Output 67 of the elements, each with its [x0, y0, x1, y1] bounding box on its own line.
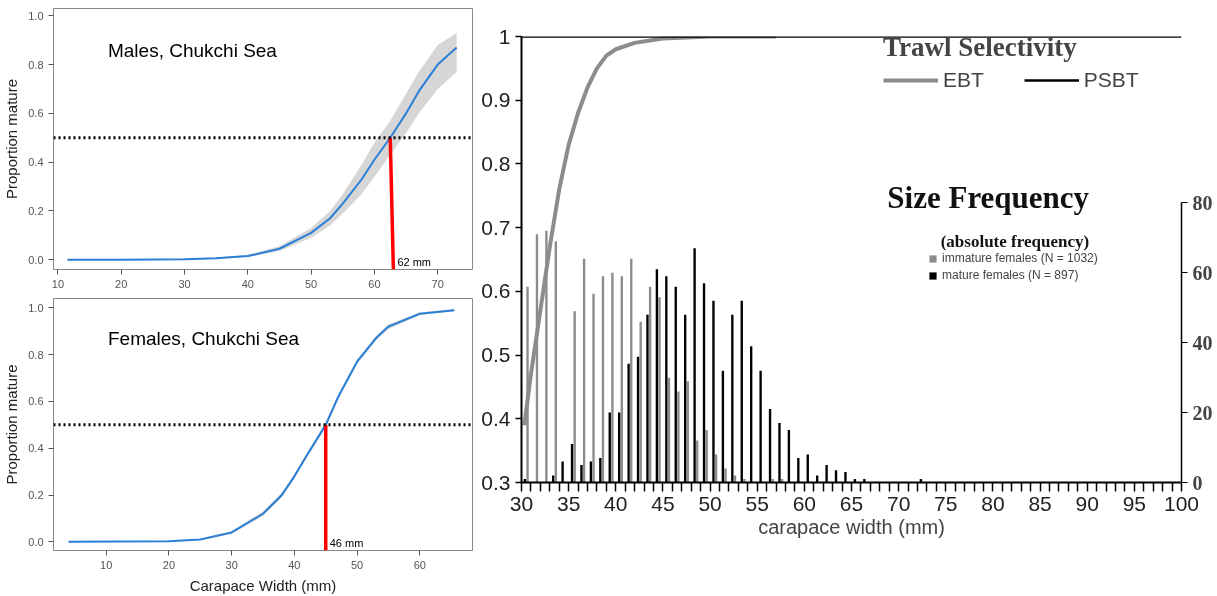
x-tick-label: 10 — [100, 558, 113, 571]
annotation: 46 mm — [329, 536, 364, 549]
x-tick-label: 40 — [288, 558, 301, 571]
y-tick-label: 0.2 — [28, 204, 44, 217]
y-axis-title: Proportion mature — [3, 364, 21, 485]
y2-tick-label: 0 — [1192, 471, 1203, 494]
legend-label: PSBT — [1083, 68, 1139, 92]
legend-label: EBT — [943, 68, 984, 92]
y-tick-label: 0.4 — [481, 406, 511, 430]
y-tick-label: 0.6 — [28, 107, 44, 120]
y-tick-label: 0.8 — [28, 348, 44, 361]
x-tick-label: 10 — [51, 277, 65, 290]
y2-tick-label: 40 — [1192, 331, 1213, 354]
y-axis-title: Proportion mature — [3, 78, 21, 200]
y-tick-label: 0.9 — [481, 88, 511, 112]
x-tick-label: 60 — [368, 277, 381, 290]
annotation: Size Frequency — [887, 179, 1090, 215]
x-axis-title: carapace width (mm) — [758, 515, 945, 538]
y-tick-label: 0.6 — [28, 395, 44, 408]
x-tick-label: 80 — [981, 491, 1005, 515]
x-tick-label: 90 — [1075, 491, 1099, 515]
x-tick-label: 95 — [1122, 491, 1147, 515]
y-tick-label: 0.2 — [28, 489, 44, 502]
x-tick-label: 20 — [115, 277, 128, 290]
y-tick-label: 1.0 — [28, 9, 44, 22]
y-tick-label: 0.5 — [481, 343, 511, 367]
y-tick-label: 0.6 — [481, 279, 511, 303]
x-tick-label: 55 — [745, 491, 769, 515]
y-tick-label: 1 — [498, 24, 511, 48]
x-tick-label: 65 — [839, 491, 864, 515]
y2-tick-label: 20 — [1192, 401, 1213, 424]
x-tick-label: 40 — [241, 277, 254, 290]
y-tick-label: 1.0 — [28, 301, 44, 314]
x-tick-label: 40 — [604, 491, 628, 515]
x-tick-label: 30 — [509, 491, 534, 515]
x-tick-label: 60 — [792, 491, 817, 515]
x-tick-label: 75 — [934, 491, 958, 515]
y-tick-label: 0.4 — [28, 156, 44, 169]
x-tick-label: 50 — [350, 558, 364, 571]
x-tick-label: 50 — [698, 491, 722, 515]
text: Males, Chukchi Sea — [107, 39, 278, 61]
legend-title: Trawl Selectivity — [883, 35, 1078, 63]
y2-tick-label: 80 — [1192, 191, 1213, 214]
annotation: (absolute frequency) — [940, 232, 1090, 252]
x-tick-label: 85 — [1028, 491, 1052, 515]
x-tick-label: 30 — [178, 277, 191, 290]
y-tick-label: 0.3 — [481, 470, 511, 494]
x-tick-label: 20 — [162, 558, 176, 571]
text: Females, Chukchi Sea — [107, 327, 300, 349]
x-tick-label: 45 — [651, 491, 675, 515]
x-axis-title: Carapace Width (mm) — [189, 576, 337, 594]
y-tick-label: 0.8 — [481, 151, 511, 175]
x-tick-label: 70 — [431, 277, 444, 290]
y-tick-label: 0.4 — [28, 442, 44, 455]
x-tick-label: 60 — [413, 558, 426, 571]
y-tick-label: 0.8 — [28, 58, 44, 71]
legend-label: mature females (N = 897) — [942, 268, 1079, 282]
x-tick-label: 70 — [886, 491, 911, 515]
y-tick-label: 0.0 — [28, 253, 44, 266]
annotation: 62 mm — [397, 255, 432, 268]
x-tick-label: 100 — [1163, 491, 1200, 515]
x-tick-label: 50 — [304, 277, 318, 290]
x-tick-label: 35 — [556, 491, 581, 515]
y-tick-label: 0.0 — [28, 535, 44, 548]
x-tick-label: 30 — [225, 558, 238, 571]
legend-label: immature females (N = 1032) — [942, 251, 1098, 265]
y-tick-label: 0.7 — [481, 215, 511, 239]
